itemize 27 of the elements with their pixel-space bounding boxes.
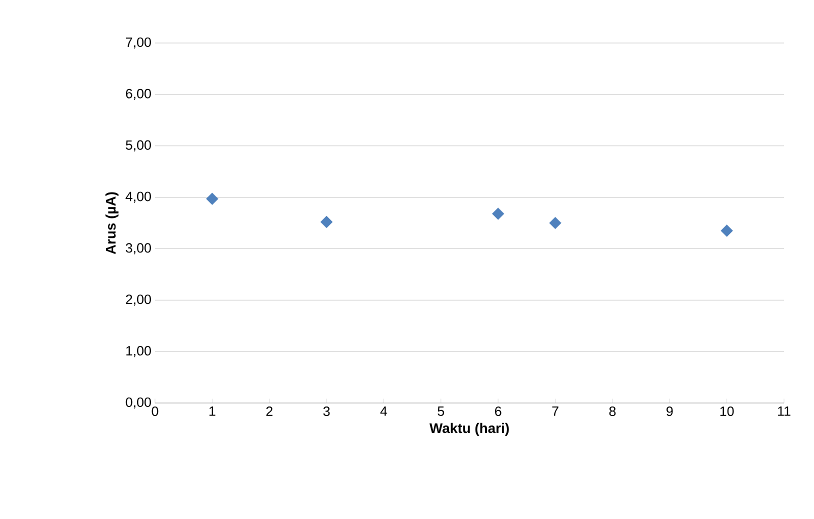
point (492, 208, 504, 220)
y-axis-title: Arus (µA) (105, 192, 118, 254)
x-tick-label: 4 (380, 406, 388, 416)
y-tick-label: 0,00 (126, 397, 151, 409)
point (320, 216, 333, 228)
x-tick-label: 0 (152, 406, 158, 416)
y-tick-label: 6,00 (126, 88, 151, 100)
x-tick-label: 2 (266, 406, 272, 416)
x-tick-label: 3 (323, 406, 330, 416)
x-tick-label: 10 (720, 406, 734, 416)
x-tick-label: 6 (495, 406, 502, 416)
y-tick-label: 4,00 (126, 192, 151, 203)
y-tick-label: 5,00 (126, 140, 151, 152)
x-tick-label: 7 (552, 406, 558, 416)
x-tick-label: 9 (666, 406, 673, 416)
x-axis-title: Waktu (hari) (429, 422, 509, 436)
y-tick-label: 7,00 (126, 37, 151, 49)
point (549, 216, 562, 230)
x-tick-label: 5 (438, 406, 444, 416)
y-tick-label: 2,00 (126, 294, 151, 306)
x-tick-label: 11 (778, 406, 790, 416)
y-tick-label: 3,00 (126, 243, 151, 254)
y-tick-label: 1,00 (126, 346, 151, 358)
x-tick-label: 1 (209, 406, 216, 416)
point (720, 224, 733, 237)
x-tick-label: 8 (609, 406, 616, 416)
point (206, 192, 218, 205)
